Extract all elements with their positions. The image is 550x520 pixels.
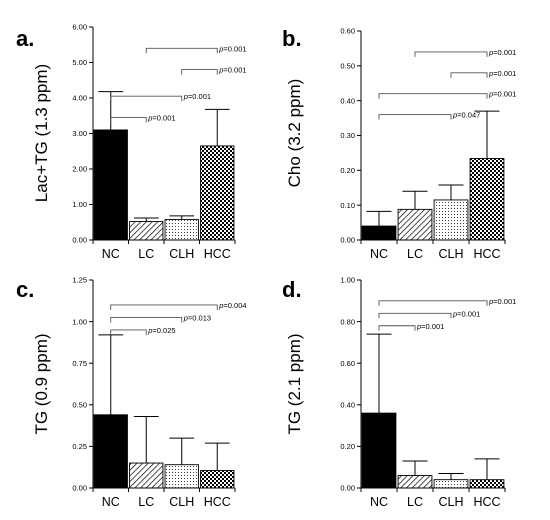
category-label-clh: CLH (438, 495, 463, 509)
y-tick-label: 0.50 (72, 401, 87, 410)
category-label-hcc: HCC (204, 247, 231, 261)
y-tick-label: 0.75 (72, 359, 87, 368)
bar-nc (93, 414, 128, 489)
significance-bracket (378, 300, 488, 306)
y-tick-label: 1.00 (340, 276, 355, 285)
y-tick-label: 0.00 (340, 236, 355, 245)
category-label-nc: NC (102, 247, 120, 261)
significance-bracket (181, 69, 218, 75)
significance-bracket (110, 95, 183, 102)
y-axis-label: TG (0.9 ppm) (32, 333, 51, 434)
category-label-lc: LC (138, 495, 154, 509)
bar-lc (129, 462, 164, 489)
y-tick-label: 0.40 (340, 401, 355, 410)
category-label-clh: CLH (169, 495, 194, 509)
bar-lc (397, 208, 433, 241)
category-label-nc: NC (370, 495, 388, 509)
significance-bracket (378, 312, 452, 319)
y-tick-label: 6.00 (72, 23, 87, 32)
p-value-annotation: p=0.001 (218, 44, 246, 53)
y-tick-label: 0.25 (72, 442, 87, 451)
p-value-annotation: p=0.001 (416, 322, 444, 331)
y-tick-label: 2.00 (72, 165, 87, 174)
y-tick-label: 0.30 (340, 131, 355, 140)
category-label-lc: LC (138, 247, 154, 261)
y-tick-label: 0.20 (340, 442, 355, 451)
bar-nc (361, 412, 397, 489)
category-label-hcc: HCC (204, 495, 231, 509)
category-label-nc: NC (370, 247, 388, 261)
p-value-annotation: p=0.001 (147, 114, 175, 123)
y-tick-label: 3.00 (72, 129, 87, 138)
category-label-clh: CLH (438, 247, 463, 261)
category-label-nc: NC (102, 495, 120, 509)
chart-panel-3: c. TG (0.9 ppm) 0.00 0.25 0.50 0.75 1.00 1.25 NC… (16, 276, 247, 509)
significance-bracket (145, 47, 218, 54)
significance-bracket (450, 72, 488, 78)
significance-bracket (110, 329, 147, 335)
bar-hcc (469, 158, 505, 241)
bar-hcc (469, 479, 505, 489)
bar-clh (164, 218, 199, 241)
bar-nc (93, 129, 128, 241)
panel-letter: a. (16, 26, 34, 51)
p-value-annotation: p=0.001 (183, 92, 211, 101)
significance-bracket (378, 93, 488, 99)
panel-letter: b. (282, 26, 302, 51)
y-axis-label: Lac+TG (1.3 ppm) (32, 64, 51, 202)
chart-panel-1: a. Lac+TG (1.3 ppm) 0.00 1.00 2.00 3.00 4.00 5.… (16, 23, 247, 261)
bar-hcc (200, 470, 235, 489)
category-label-clh: CLH (169, 247, 194, 261)
y-tick-label: 0.80 (340, 317, 355, 326)
bar-lc (129, 221, 164, 241)
y-axis-label: Cho (3.2 ppm) (285, 79, 304, 188)
chart-panel-4: d. TG (2.1 ppm) 0.00 0.20 0.40 0.60 0.80 1.00 NC… (282, 276, 516, 509)
significance-bracket (414, 51, 488, 57)
significance-bracket (110, 316, 183, 323)
y-tick-label: 1.25 (72, 276, 87, 285)
panel-letter: c. (16, 277, 34, 302)
category-label-lc: LC (407, 247, 423, 261)
y-axis-label: TG (2.1 ppm) (285, 333, 304, 434)
p-value-annotation: p=0.047 (452, 111, 480, 120)
y-tick-label: 0.60 (340, 27, 355, 36)
y-tick-label: 0.00 (72, 236, 87, 245)
bar-lc (397, 475, 433, 489)
y-tick-label: 0.50 (340, 62, 355, 71)
p-value-annotation: p=0.001 (488, 48, 516, 57)
y-tick-label: 0.10 (340, 201, 355, 210)
y-tick-label: 0.00 (72, 484, 87, 493)
p-value-annotation: p=0.001 (218, 66, 246, 75)
panel-letter: d. (282, 277, 302, 302)
significance-bracket (110, 304, 218, 310)
category-label-hcc: HCC (473, 247, 500, 261)
p-value-annotation: p=0.001 (488, 297, 516, 306)
p-value-annotation: p=0.013 (183, 313, 211, 322)
p-value-annotation: p=0.004 (218, 301, 246, 310)
y-tick-label: 0.40 (340, 96, 355, 105)
y-tick-label: 4.00 (72, 94, 87, 103)
y-tick-label: 0.60 (340, 359, 355, 368)
significance-bracket (378, 325, 416, 331)
significance-bracket (378, 114, 452, 120)
significance-bracket (110, 117, 147, 123)
chart-panel-2: b. Cho (3.2 ppm) 0.00 0.10 0.20 0.30 0.40 0.50 0… (282, 26, 516, 261)
y-tick-label: 5.00 (72, 58, 87, 67)
bar-clh (433, 199, 469, 241)
category-label-lc: LC (407, 495, 423, 509)
bar-hcc (200, 145, 235, 241)
y-tick-label: 0.00 (340, 484, 355, 493)
category-label-hcc: HCC (473, 495, 500, 509)
p-value-annotation: p=0.001 (488, 69, 516, 78)
bar-clh (433, 479, 469, 489)
bar-nc (361, 225, 397, 241)
p-value-annotation: p=0.025 (147, 326, 175, 335)
p-value-annotation: p=0.001 (452, 309, 480, 318)
y-tick-label: 1.00 (72, 200, 87, 209)
y-tick-label: 0.20 (340, 166, 355, 175)
p-value-annotation: p=0.001 (488, 90, 516, 99)
y-tick-label: 1.00 (72, 317, 87, 326)
bar-clh (164, 464, 199, 489)
